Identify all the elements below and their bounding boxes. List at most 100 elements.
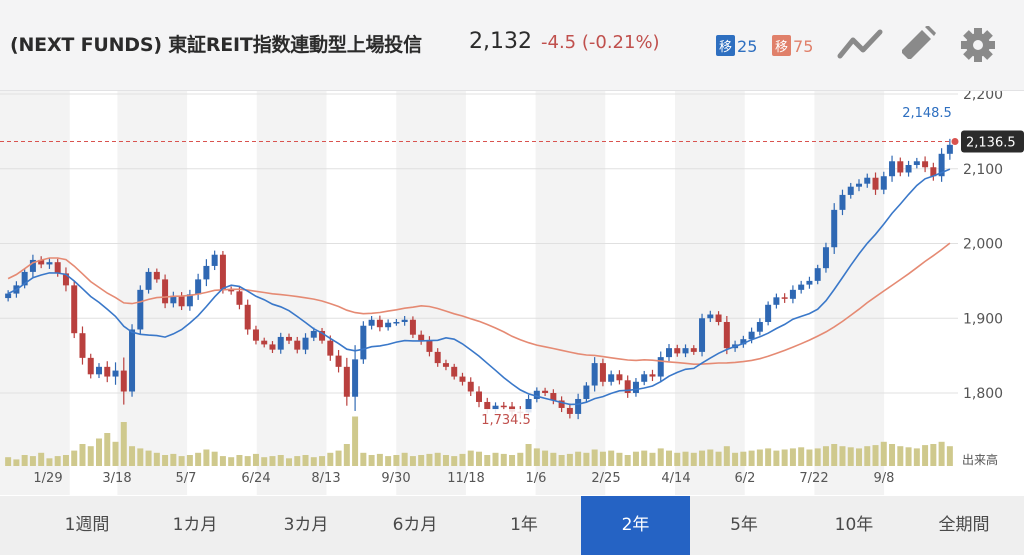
volume-bar: [170, 453, 177, 466]
candle-body: [46, 262, 53, 265]
tab-2-years[interactable]: 2年: [581, 496, 690, 555]
tab-1-week[interactable]: 1週間: [64, 515, 110, 535]
tab-1-year[interactable]: 1年: [510, 515, 538, 535]
candle-body: [682, 348, 689, 354]
volume-bar: [922, 445, 929, 466]
volume-bar: [740, 451, 747, 466]
candle-body: [310, 330, 317, 338]
chart-band: [675, 91, 745, 495]
volume-bar: [310, 457, 317, 466]
current-price-tag: [961, 130, 1024, 153]
chart-band: [814, 91, 885, 495]
gear-icon[interactable]: [958, 26, 998, 68]
candle-body: [153, 271, 160, 280]
tab-5-years[interactable]: 5年: [730, 515, 758, 535]
volume-bar: [178, 456, 185, 466]
y-tick-label: 1,900: [963, 311, 1003, 327]
volume-bar: [732, 452, 739, 466]
candle-body: [145, 271, 152, 290]
fund-title: (NEXT FUNDS) 東証REIT指数連動型上場投信: [10, 34, 422, 56]
volume-bar: [286, 458, 292, 466]
volume-bar: [930, 444, 937, 466]
candle-body: [442, 363, 449, 367]
candle-body: [525, 398, 532, 413]
volume-bar: [327, 452, 334, 466]
candle-body: [880, 176, 887, 190]
candle-body: [930, 167, 937, 177]
candle-body: [922, 161, 929, 168]
volume-bar: [889, 444, 896, 466]
volume-bar: [517, 452, 524, 466]
volume-bar: [277, 455, 284, 466]
candle-body: [550, 393, 557, 401]
volume-bar: [533, 448, 540, 466]
tab-1-month[interactable]: 1カ月: [172, 515, 218, 535]
price-chart[interactable]: 1,800 1,900 2,000 2,100 2,200 出来高 1/29 3/18 5/7 6…: [0, 87, 1024, 496]
candle-body: [87, 357, 94, 375]
candle-body: [385, 322, 392, 328]
chart-band: [117, 91, 188, 495]
candle-body: [575, 398, 582, 414]
candle-body: [831, 209, 838, 248]
chart-band: [535, 91, 606, 495]
candle-body: [236, 291, 243, 305]
volume-bar: [352, 416, 359, 466]
line-chart-icon[interactable]: [836, 26, 884, 68]
volume-bar: [905, 447, 912, 466]
pencil-icon[interactable]: [898, 25, 938, 68]
candle-body: [360, 325, 367, 360]
volume-bar: [13, 459, 20, 466]
volume-bar: [682, 451, 689, 466]
volume-bar: [319, 456, 326, 466]
candle-body: [426, 340, 433, 352]
x-tick-label: 1/29: [33, 471, 62, 486]
ma25-toggle[interactable]: 移 25: [716, 35, 757, 56]
volume-bar: [228, 457, 235, 466]
ma75-tag: 移: [772, 35, 792, 56]
ma75-toggle[interactable]: 移 75: [772, 35, 813, 56]
volume-bar: [558, 455, 565, 466]
volume-bar: [145, 450, 152, 466]
volume-bar: [62, 455, 69, 466]
tab-10-years[interactable]: 10年: [834, 515, 874, 535]
volume-bar: [79, 444, 86, 466]
volume-bar: [641, 450, 648, 466]
tab-all-period[interactable]: 全期間: [938, 515, 990, 535]
candle-body: [269, 344, 276, 350]
volume-bar: [203, 449, 210, 466]
volume-bar: [781, 449, 788, 466]
candle-body: [856, 183, 862, 187]
volume-bar: [649, 452, 656, 466]
volume-bar: [129, 446, 136, 466]
volume-bar: [847, 447, 854, 466]
volume-bar: [484, 455, 491, 466]
volume-bar: [46, 458, 53, 466]
volume-bar: [632, 451, 639, 466]
volume-bar: [302, 455, 309, 466]
chart-band: [396, 91, 466, 495]
volume-bar: [401, 452, 408, 466]
candle-body: [847, 186, 854, 195]
volume-bar: [219, 456, 226, 466]
x-tick-label: 11/18: [447, 471, 484, 486]
volume-bar: [252, 453, 259, 466]
tab-6-months[interactable]: 6カ月: [392, 515, 438, 535]
tab-3-months[interactable]: 3カ月: [283, 515, 329, 535]
volume-bar: [715, 451, 722, 466]
current-price-label: 2,136.5: [966, 135, 1016, 150]
volume-bar: [195, 452, 202, 466]
volume-bar: [368, 455, 375, 466]
volume-bar: [153, 452, 160, 466]
volume-bars: [5, 416, 953, 466]
candle-body: [889, 161, 896, 177]
candle-body: [451, 366, 458, 377]
volume-bar: [872, 445, 879, 466]
candle-body: [690, 348, 697, 352]
volume-bar: [442, 455, 449, 466]
candle-body: [38, 259, 45, 265]
high-label-bg: [894, 102, 956, 122]
volume-bar: [492, 452, 499, 466]
candle-body: [286, 336, 292, 341]
volume-bar: [385, 456, 392, 466]
candle-body: [29, 259, 36, 272]
